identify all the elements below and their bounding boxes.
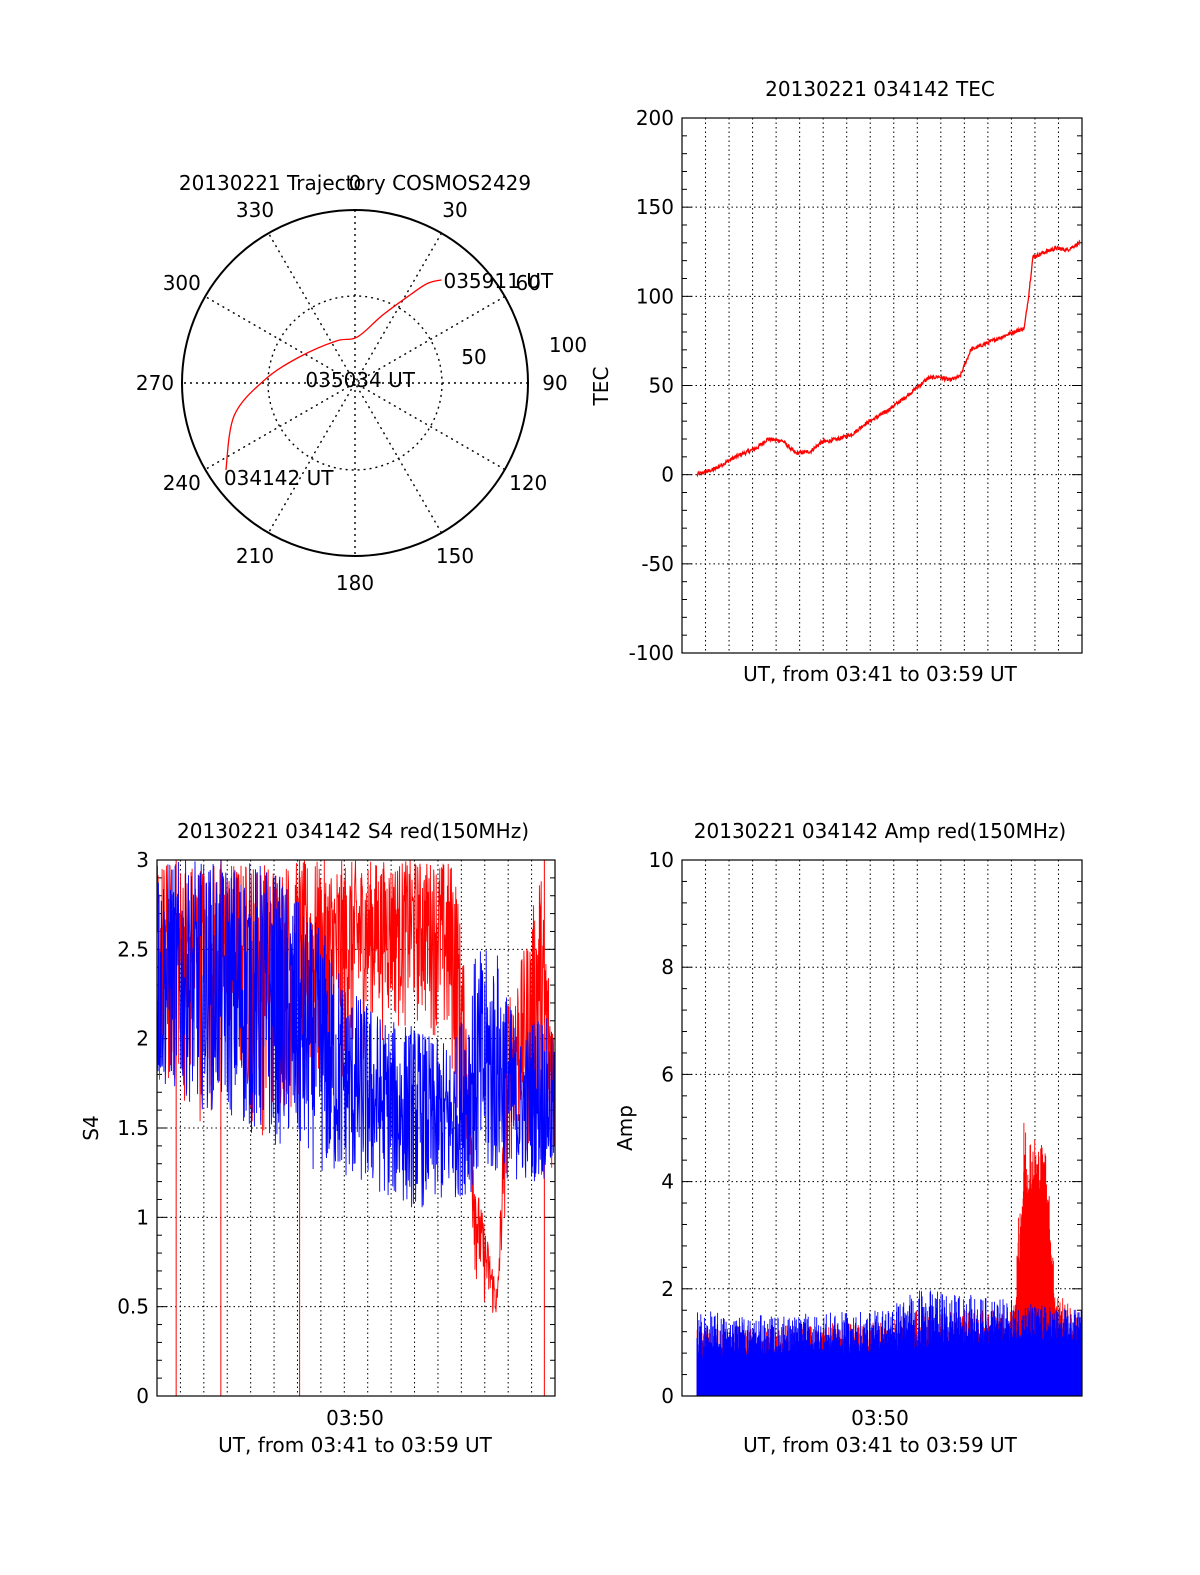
amp-x-label: UT, from 03:41 to 03:59 UT (743, 1433, 1018, 1457)
polar-grid (182, 210, 528, 556)
s4-x-tick-label: 03:50 (326, 1406, 384, 1430)
azimuth-label: 270 (136, 371, 174, 395)
azimuth-label: 300 (163, 271, 201, 295)
series-bars (696, 1290, 1083, 1396)
azimuth-label: 60 (515, 271, 540, 295)
trajectory-title: 20130221 Trajectory COSMOS2429 (179, 171, 531, 195)
y-tick-label: 0 (136, 1384, 149, 1408)
amp-x-tick-label: 03:50 (851, 1406, 909, 1430)
s4-y-label: S4 (79, 1115, 103, 1140)
amp-plot-frame (681, 859, 1083, 1397)
y-tick-label: 0 (661, 1384, 674, 1408)
trajectory-time-labels: 034142 UT 035034 UT 035911 UT (224, 269, 554, 490)
tec-y-label: TEC (589, 367, 613, 407)
trajectory-time-label: 035911 UT (443, 269, 553, 293)
y-tick-label: 2 (661, 1277, 674, 1301)
s4-series (156, 860, 556, 1396)
amp-y-label: Amp (613, 1105, 637, 1151)
azimuth-label: 240 (163, 471, 201, 495)
tec-grid (682, 117, 1082, 654)
tec-title: 20130221 034142 TEC (765, 77, 995, 101)
s4-panel: 20130221 034142 S4 red(150MHz) 3 2.5 2 1.5 1… (79, 819, 556, 1457)
azimuth-label: 150 (436, 544, 474, 568)
y-tick-label: 1.5 (117, 1116, 149, 1140)
y-tick-label: 100 (636, 284, 674, 308)
y-tick-label: 0.5 (117, 1295, 149, 1319)
polar-outer-circle (181, 209, 529, 557)
azimuth-label: 30 (442, 198, 467, 222)
azimuth-label: 330 (236, 198, 274, 222)
azimuth-label: 120 (509, 471, 547, 495)
amp-series (696, 1122, 1083, 1396)
elevation-label-outer: 100 (549, 333, 587, 357)
y-tick-label: 0 (661, 463, 674, 487)
y-tick-label: 8 (661, 955, 674, 979)
azimuth-label: 180 (336, 571, 374, 595)
y-tick-label: 4 (661, 1170, 674, 1194)
amp-title: 20130221 034142 Amp red(150MHz) (694, 819, 1066, 843)
amp-y-ticks: 10 8 6 4 2 0 (649, 848, 674, 1408)
s4-y-ticks: 3 2.5 2 1.5 1 0.5 0 (117, 848, 149, 1408)
trajectory-time-label: 034142 UT (224, 466, 334, 490)
azimuth-label: 90 (542, 371, 567, 395)
azimuth-label: 210 (236, 544, 274, 568)
y-tick-label: 6 (661, 1062, 674, 1086)
trajectory-panel: 20130221 Trajectory COSMOS2429 0 30 60 90 12… (136, 171, 587, 595)
tec-plot-frame (681, 117, 1083, 654)
azimuth-label: 0 (349, 171, 362, 195)
s4-title: 20130221 034142 S4 red(150MHz) (177, 819, 529, 843)
y-tick-label: 2 (136, 1027, 149, 1051)
y-tick-label: 150 (636, 195, 674, 219)
y-tick-label: 3 (136, 848, 149, 872)
y-tick-label: 1 (136, 1205, 149, 1229)
s4-x-label: UT, from 03:41 to 03:59 UT (218, 1433, 493, 1457)
polar-spoke (267, 232, 443, 534)
tec-series-line (696, 239, 1081, 478)
polar-spoke (267, 232, 443, 534)
trajectory-time-label: 035034 UT (305, 368, 415, 392)
trajectory-line (225, 279, 442, 471)
polar-inner-circle (267, 295, 443, 471)
y-tick-label: 10 (649, 848, 674, 872)
polar-spoke (204, 295, 506, 471)
amp-panel: 20130221 034142 Amp red(150MHz) 1086420 … (613, 819, 1083, 1457)
y-tick-label: 50 (649, 374, 674, 398)
y-tick-label: -100 (629, 641, 674, 665)
tec-panel: 20130221 034142 TEC 200150100500-50-100 … (589, 77, 1083, 686)
tec-y-ticks: 200 150 100 50 0 -50 -100 (629, 106, 674, 665)
polar-spoke (204, 295, 506, 471)
y-tick-label: 200 (636, 106, 674, 130)
y-tick-label: 2.5 (117, 937, 149, 961)
azimuth-labels: 0 30 60 90 120 150 180 210 240 270 300 330 (136, 171, 568, 595)
tec-x-label: UT, from 03:41 to 03:59 UT (743, 662, 1018, 686)
s4-plot-frame (156, 859, 556, 1397)
series-line (156, 860, 556, 1208)
elevation-label-inner: 50 (461, 345, 486, 369)
y-tick-label: -50 (641, 552, 674, 576)
amp-grid (682, 859, 1082, 1397)
